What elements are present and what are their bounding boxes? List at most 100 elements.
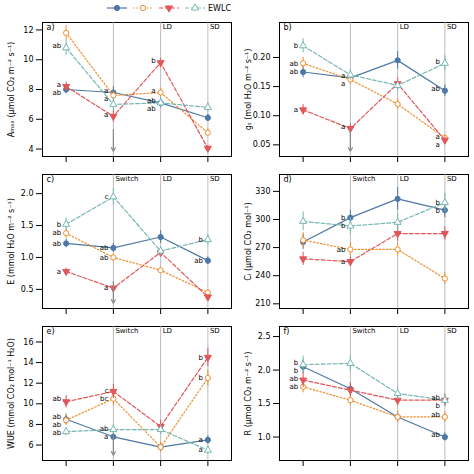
svg-text:ab: ab (431, 411, 440, 419)
svg-text:ab: ab (194, 257, 203, 265)
svg-text:2.0: 2.0 (21, 189, 34, 198)
svg-text:0.5: 0.5 (21, 285, 34, 294)
svg-text:10: 10 (23, 55, 33, 64)
svg-text:b: b (198, 354, 203, 362)
svg-text:1.5: 1.5 (258, 399, 271, 408)
svg-text:LD: LD (400, 327, 409, 335)
svg-text:4: 4 (28, 145, 33, 154)
svg-text:LD: LD (163, 175, 172, 183)
svg-text:1.5: 1.5 (21, 221, 34, 230)
svg-text:ab: ab (52, 395, 61, 403)
svg-text:b: b (198, 236, 203, 244)
svg-text:Aₘₐₓ (μmol CO₂ m⁻² s⁻¹): Aₘₐₓ (μmol CO₂ m⁻² s⁻¹) (7, 42, 16, 137)
svg-text:a: a (341, 80, 345, 88)
svg-text:12: 12 (23, 379, 33, 388)
svg-text:bc: bc (100, 395, 108, 403)
svg-text:12: 12 (23, 26, 33, 35)
svg-text:a: a (104, 95, 108, 103)
svg-text:ab: ab (289, 383, 298, 391)
svg-text:SD: SD (210, 175, 220, 183)
svg-text:2.0: 2.0 (258, 366, 271, 375)
svg-text:210: 210 (255, 299, 270, 308)
svg-text:SD: SD (447, 23, 457, 31)
svg-text:SD: SD (210, 23, 220, 31)
svg-text:c): c) (47, 175, 55, 184)
svg-text:Switch: Switch (115, 327, 138, 335)
svg-text:f): f) (284, 327, 290, 336)
svg-text:b: b (435, 402, 440, 410)
svg-text:ab: ab (52, 89, 61, 97)
svg-text:LD: LD (400, 175, 409, 183)
svg-text:14: 14 (23, 358, 33, 367)
svg-text:ab: ab (52, 413, 61, 421)
svg-text:gₛ (mol H₂O m⁻² s⁻¹): gₛ (mol H₂O m⁻² s⁻¹) (244, 49, 253, 131)
svg-text:LD: LD (163, 23, 172, 31)
svg-text:c: c (105, 387, 109, 395)
svg-text:b: b (198, 374, 203, 382)
svg-text:0.05: 0.05 (253, 140, 271, 149)
svg-text:a: a (436, 141, 440, 149)
svg-text:a: a (341, 72, 345, 80)
svg-text:Switch: Switch (352, 175, 375, 183)
svg-text:SD: SD (447, 175, 457, 183)
svg-text:a: a (151, 87, 155, 95)
svg-text:b: b (57, 221, 62, 229)
svg-text:b: b (435, 207, 440, 215)
svg-text:a: a (294, 106, 298, 114)
svg-text:16: 16 (23, 338, 33, 347)
svg-text:ab: ab (100, 254, 109, 262)
svg-text:LD: LD (400, 23, 409, 31)
svg-text:b: b (435, 199, 440, 207)
svg-text:d): d) (284, 175, 292, 184)
svg-text:240: 240 (255, 271, 270, 280)
svg-text:b): b) (284, 23, 292, 32)
svg-text:6: 6 (28, 441, 33, 450)
svg-text:2.5: 2.5 (258, 332, 271, 341)
svg-text:ab: ab (52, 421, 61, 429)
svg-text:ab: ab (289, 60, 298, 68)
svg-text:a: a (104, 284, 108, 292)
svg-text:a: a (104, 87, 108, 95)
svg-text:a: a (199, 446, 203, 454)
svg-text:ab: ab (100, 244, 109, 252)
svg-text:0.10: 0.10 (253, 111, 271, 120)
svg-text:WUE (mmol CO₂ mol⁻¹ H₂O): WUE (mmol CO₂ mol⁻¹ H₂O) (7, 338, 16, 449)
svg-text:0.20: 0.20 (253, 53, 271, 62)
svg-text:ab: ab (52, 42, 61, 50)
svg-text:Switch: Switch (115, 175, 138, 183)
svg-text:b: b (341, 222, 346, 230)
svg-text:1.0: 1.0 (21, 253, 34, 262)
svg-text:10: 10 (23, 399, 33, 408)
svg-text:a: a (57, 81, 61, 89)
svg-text:b: b (341, 214, 346, 222)
svg-text:Cᵢ (μmol CO₂ mol⁻¹): Cᵢ (μmol CO₂ mol⁻¹) (244, 202, 253, 280)
svg-text:ab: ab (289, 375, 298, 383)
svg-text:a: a (341, 123, 345, 131)
svg-text:a: a (104, 111, 108, 119)
svg-text:c: c (105, 193, 109, 201)
svg-text:R (μmol CO₂ m⁻² s⁻¹): R (μmol CO₂ m⁻² s⁻¹) (244, 352, 253, 436)
svg-text:270: 270 (255, 243, 270, 252)
svg-text:ab: ab (147, 97, 156, 105)
svg-text:LD: LD (163, 327, 172, 335)
svg-text:8: 8 (28, 420, 33, 429)
svg-text:a: a (436, 133, 440, 141)
svg-text:e): e) (47, 327, 55, 336)
svg-text:a): a) (47, 23, 55, 32)
svg-text:b: b (435, 58, 440, 66)
svg-text:ab: ab (100, 425, 109, 433)
svg-text:E (mmol H₂O m⁻² s⁻¹): E (mmol H₂O m⁻² s⁻¹) (7, 198, 16, 285)
svg-text:330: 330 (255, 187, 270, 196)
svg-text:SD: SD (210, 327, 220, 335)
svg-text:b: b (294, 367, 299, 375)
svg-text:Switch: Switch (352, 327, 375, 335)
svg-text:8: 8 (28, 85, 33, 94)
svg-text:ab: ab (431, 394, 440, 402)
svg-text:ab: ab (52, 229, 61, 237)
svg-text:SD: SD (447, 327, 457, 335)
svg-text:ab: ab (337, 246, 346, 254)
svg-text:a: a (341, 258, 345, 266)
svg-text:1.0: 1.0 (258, 433, 271, 442)
svg-text:b: b (294, 359, 299, 367)
svg-text:300: 300 (255, 215, 270, 224)
